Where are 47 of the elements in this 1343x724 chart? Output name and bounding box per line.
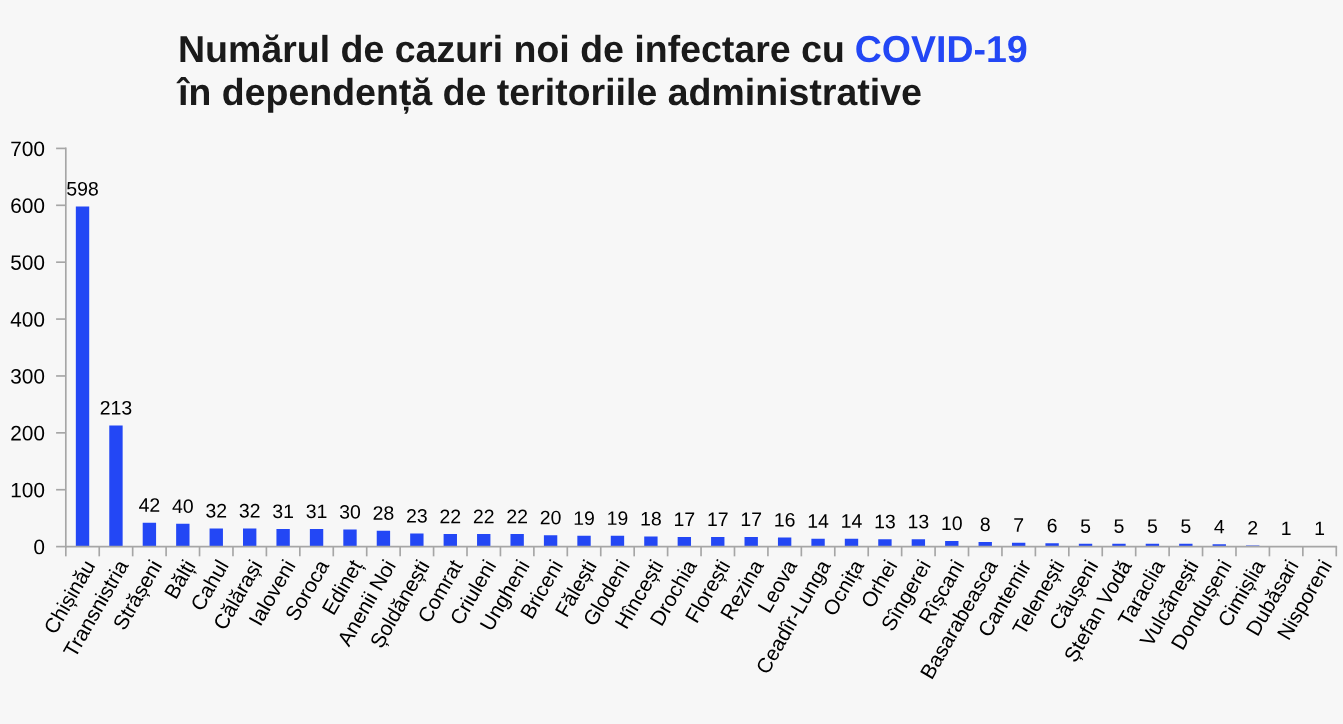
data-label: 30 (339, 505, 361, 519)
y-tick-label: 300 (11, 368, 45, 384)
data-label: 28 (373, 506, 394, 520)
data-label: 17 (741, 512, 762, 526)
data-label: 5 (1080, 519, 1091, 533)
data-label: 20 (540, 510, 561, 525)
data-label: 22 (440, 509, 461, 524)
data-label: 7 (1014, 518, 1024, 532)
data-label: 19 (574, 511, 594, 526)
data-label: 17 (708, 512, 728, 526)
data-label: 19 (608, 511, 628, 526)
data-label: 8 (980, 517, 990, 532)
data-label: 31 (306, 504, 327, 519)
y-tick-label: 500 (11, 255, 45, 270)
y-tick-label: 700 (11, 141, 45, 157)
data-label: 18 (641, 511, 661, 526)
data-label: 5 (1181, 519, 1191, 533)
data-label: 23 (407, 508, 427, 523)
data-label: 5 (1147, 519, 1157, 533)
data-label: 42 (139, 498, 160, 512)
chart-title: Numărul de cazuri noi de infectare cu COVID-19 în dependență de teritoriile administrative (176, 34, 1027, 114)
data-label: 40 (172, 499, 193, 514)
data-label: 6 (1047, 518, 1057, 533)
data-label: 14 (842, 514, 862, 528)
data-label: 4 (1214, 519, 1225, 534)
y-tick-label: 0 (34, 539, 45, 555)
data-label: 13 (875, 514, 895, 529)
data-label: 22 (507, 509, 527, 524)
data-label: 32 (206, 503, 227, 518)
data-label: 2 (1248, 520, 1258, 535)
data-label: 5 (1114, 519, 1124, 533)
data-label: 1 (1315, 521, 1325, 536)
y-tick-label: 600 (11, 198, 45, 214)
data-label: 14 (808, 514, 829, 528)
y-tick-label: 400 (10, 312, 45, 327)
data-label: 16 (775, 512, 795, 527)
data-label: 32 (239, 503, 260, 518)
data-label: 10 (942, 516, 962, 531)
data-label: 1 (1282, 521, 1291, 536)
y-tick-label: 100 (11, 482, 45, 498)
data-label: 17 (675, 512, 695, 526)
data-label: 13 (909, 514, 929, 529)
data-label: 31 (273, 504, 293, 519)
data-label: 598 (67, 181, 98, 196)
y-tick-label: 200 (11, 425, 45, 441)
data-label: 22 (473, 509, 494, 524)
data-label: 213 (100, 400, 132, 415)
